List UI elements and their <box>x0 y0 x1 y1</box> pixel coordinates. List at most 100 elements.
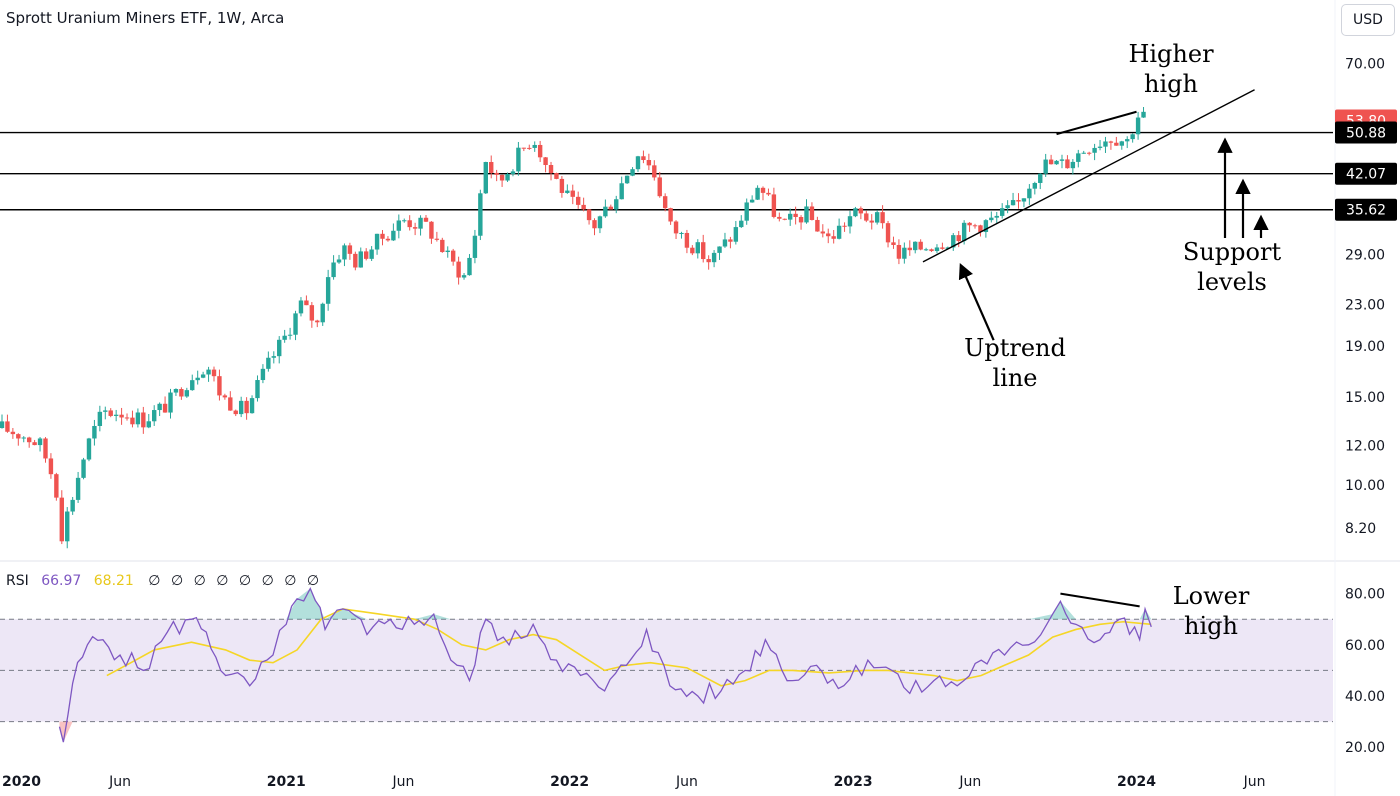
candle <box>956 230 961 248</box>
higher-high-label: Higher <box>1128 40 1214 68</box>
price-tick-label: 15.00 <box>1345 390 1385 406</box>
candle <box>179 387 184 400</box>
candle <box>662 193 668 212</box>
candle <box>48 453 54 479</box>
candle <box>168 388 173 419</box>
candle <box>646 153 652 171</box>
candle <box>624 175 630 184</box>
candle <box>195 370 200 385</box>
rsi-tick-label: 40.00 <box>1345 689 1385 705</box>
candle <box>1021 198 1027 208</box>
uptrend-label: Uptrend <box>964 334 1066 362</box>
candle <box>1048 154 1054 165</box>
candle <box>81 457 86 480</box>
candle <box>103 406 108 420</box>
candle <box>543 156 548 173</box>
candle <box>402 218 407 223</box>
candle <box>635 155 641 172</box>
candle <box>1130 133 1135 143</box>
candle <box>472 229 478 264</box>
candle <box>706 255 711 270</box>
candle <box>244 397 249 420</box>
candle <box>32 439 37 446</box>
candle <box>782 218 787 221</box>
candle <box>934 244 940 254</box>
candle <box>918 239 923 251</box>
candle <box>119 407 124 425</box>
lower-high-label: high <box>1184 612 1238 640</box>
candle <box>733 220 739 245</box>
candle <box>874 210 880 225</box>
candle <box>592 218 597 236</box>
candle <box>347 242 353 260</box>
candle <box>190 374 195 391</box>
candle <box>1114 136 1119 146</box>
candle <box>298 297 304 317</box>
candle <box>1086 151 1092 156</box>
candle <box>266 351 271 372</box>
candle <box>217 369 222 401</box>
candle <box>885 220 891 248</box>
candle <box>570 184 575 205</box>
higher-high-line <box>1056 110 1137 136</box>
lower-high-label: Lower <box>1173 582 1250 610</box>
candle <box>336 254 342 264</box>
candle <box>499 174 505 187</box>
candle <box>1010 192 1016 206</box>
candle <box>353 251 358 271</box>
candle <box>586 209 592 225</box>
candle <box>5 414 10 433</box>
candle <box>516 141 521 176</box>
candle <box>749 195 755 203</box>
candle <box>445 246 450 258</box>
candle <box>54 472 59 501</box>
x-tick-label: Jun <box>392 774 415 790</box>
candle <box>135 408 141 428</box>
candle <box>1097 139 1103 151</box>
candle <box>717 246 722 260</box>
candle <box>1070 159 1076 175</box>
candle <box>255 375 260 402</box>
currency-button[interactable]: USD <box>1341 4 1395 36</box>
candle <box>537 140 543 162</box>
candle <box>548 161 554 181</box>
candle <box>793 206 798 225</box>
candle <box>10 428 16 439</box>
candle <box>1119 140 1124 150</box>
na-symbol: ∅ <box>284 573 297 589</box>
candle <box>913 241 918 254</box>
candle <box>293 310 298 341</box>
candle <box>146 414 151 429</box>
candle <box>989 211 994 223</box>
lower-high-line <box>1060 592 1140 608</box>
rsi-oversold-fill <box>59 721 1152 743</box>
x-tick-label: 2021 <box>267 774 306 790</box>
candle <box>206 366 211 382</box>
candle <box>1141 107 1146 118</box>
candle <box>331 255 336 280</box>
candle <box>130 410 135 428</box>
candle <box>412 222 418 236</box>
candle <box>282 329 287 343</box>
candle <box>141 406 146 434</box>
x-tick-label: Jun <box>1243 774 1266 790</box>
candle <box>744 198 749 225</box>
candle <box>815 216 820 232</box>
rsi-value: 66.97 <box>41 573 82 589</box>
candle <box>1027 184 1032 205</box>
candle <box>1092 143 1097 161</box>
x-tick-label: Jun <box>108 774 131 790</box>
candle <box>999 203 1005 219</box>
candle <box>532 141 537 152</box>
na-symbol: ∅ <box>170 573 184 589</box>
candle <box>728 236 733 249</box>
candle <box>429 221 434 244</box>
candle <box>684 229 690 254</box>
candle <box>162 396 168 413</box>
candle <box>43 437 48 463</box>
candle <box>673 220 679 239</box>
candle <box>1032 181 1038 195</box>
na-symbol: ∅ <box>148 573 161 589</box>
candle <box>679 231 684 239</box>
